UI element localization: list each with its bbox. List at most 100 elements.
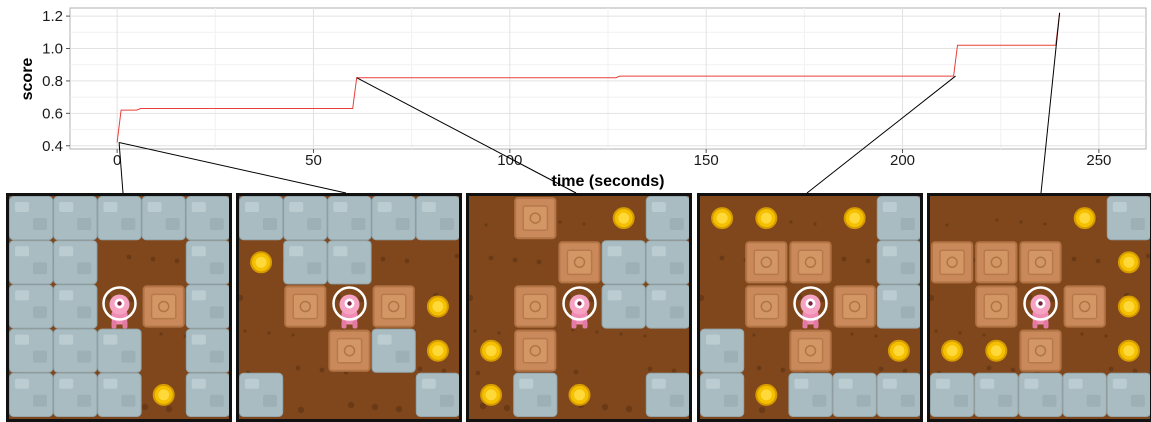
dirt-speckle: [1104, 334, 1108, 338]
gold-coin-icon: [250, 251, 273, 274]
dirt-speckle: [475, 370, 481, 376]
stone-wall-tile: [645, 196, 689, 241]
gold-coin-icon: [612, 207, 635, 230]
gold-coin-icon: [1073, 207, 1096, 230]
dirt-speckle: [995, 218, 999, 222]
dirt-speckle: [347, 401, 355, 409]
dirt-speckle: [874, 334, 878, 338]
dirt-speckle: [671, 368, 677, 374]
dirt-speckle: [582, 222, 586, 226]
x-tick-label: 100: [497, 152, 522, 169]
wooden-crate: [833, 285, 876, 328]
dirt-speckle: [573, 369, 579, 375]
dirt-speckle: [380, 256, 386, 262]
stone-wall-tile: [53, 284, 98, 329]
dirt-speckle: [752, 333, 756, 337]
dirt-speckle: [165, 405, 173, 413]
dirt-speckle: [758, 406, 766, 414]
dirt-speckle: [1043, 222, 1047, 226]
stone-wall-tile: [283, 196, 328, 241]
dirt-speckle: [625, 405, 633, 413]
dirt-speckle: [243, 329, 247, 333]
stone-wall-tile: [513, 372, 558, 418]
dirt-speckle: [150, 256, 156, 262]
y-axis-title: score: [19, 58, 36, 101]
wooden-crate: [284, 285, 327, 328]
dirt-speckle: [756, 365, 762, 371]
stone-wall-tile: [876, 240, 920, 285]
gold-coin-icon: [755, 207, 778, 230]
dirt-speckle: [813, 222, 817, 226]
x-tick-label: 200: [890, 152, 915, 169]
dirt-speckle: [643, 334, 647, 338]
stone-wall-tile: [1018, 372, 1063, 418]
dirt-speckle: [1132, 368, 1138, 374]
pink-alien-player-icon: [109, 294, 130, 329]
dirt-speckle: [986, 365, 992, 371]
dirt-speckle: [700, 294, 705, 302]
dirt-speckle: [1095, 258, 1101, 264]
dirt-speckle: [484, 223, 488, 227]
stone-wall-tile: [97, 328, 142, 373]
dirt-speckle: [930, 294, 935, 302]
stone-wall-tile: [53, 240, 98, 285]
gold-coin-icon: [887, 339, 910, 362]
player-highlight-ring: [793, 286, 828, 321]
gold-coin-icon: [1117, 339, 1140, 362]
dirt-speckle: [601, 403, 609, 411]
stone-wall-tile: [239, 372, 284, 418]
snapshot-panel-5: [927, 193, 1151, 422]
stone-wall-tile: [53, 196, 98, 241]
player-highlight-ring: [1023, 286, 1058, 321]
stone-wall-tile: [239, 196, 284, 241]
stone-wall-tile: [9, 284, 54, 329]
dirt-speckle: [297, 406, 305, 414]
pink-alien-player-icon: [800, 294, 821, 329]
dirt-speckle: [141, 403, 149, 411]
dirt-speckle: [902, 368, 908, 374]
stone-wall-tile: [283, 240, 328, 285]
y-tick-label: 0.4: [42, 138, 63, 155]
wooden-crate: [1019, 329, 1062, 372]
wooden-crate: [328, 329, 371, 372]
stone-wall-tile: [9, 196, 54, 241]
dirt-speckle: [473, 329, 477, 333]
stone-wall-tile: [97, 372, 142, 418]
stone-wall-tile: [9, 328, 54, 373]
wooden-crate: [514, 285, 557, 328]
stone-wall-tile: [185, 284, 229, 329]
dirt-speckle: [454, 253, 459, 259]
stone-wall-tile: [700, 372, 745, 418]
gold-coin-icon: [941, 339, 964, 362]
wooden-crate: [372, 285, 415, 328]
gold-coin-icon: [152, 383, 175, 406]
stone-wall-tile: [415, 372, 459, 417]
dirt-speckle: [595, 330, 599, 334]
dirt-speckle: [441, 368, 447, 374]
dirt-speckle: [503, 404, 511, 412]
stone-wall-tile: [601, 240, 646, 285]
stone-wall-tile: [185, 196, 229, 241]
stone-wall-tile: [415, 196, 459, 241]
dirt-speckle: [159, 332, 163, 336]
stone-wall-tile: [53, 372, 98, 418]
pink-alien-player-icon: [1030, 294, 1051, 329]
y-tick-label: 0.8: [42, 73, 63, 90]
dirt-speckle: [780, 367, 786, 373]
dirt-speckle: [1108, 366, 1114, 372]
stone-wall-tile: [1106, 196, 1150, 241]
snapshot-panel-1: [6, 193, 232, 422]
dirt-speckle: [865, 258, 871, 264]
dirt-speckle: [982, 333, 986, 337]
dirt-speckle: [295, 365, 301, 371]
stone-wall-tile: [645, 284, 689, 329]
gold-coin-icon: [480, 383, 503, 406]
dirt-speckle: [536, 259, 542, 265]
pink-alien-player-icon: [339, 294, 360, 329]
stone-wall-tile: [327, 196, 372, 241]
stone-wall-tile: [97, 196, 142, 241]
dirt-speckle: [469, 294, 474, 302]
gold-coin-icon: [1117, 295, 1140, 318]
stone-wall-tile: [876, 196, 920, 241]
gold-coin-icon: [1117, 251, 1140, 274]
